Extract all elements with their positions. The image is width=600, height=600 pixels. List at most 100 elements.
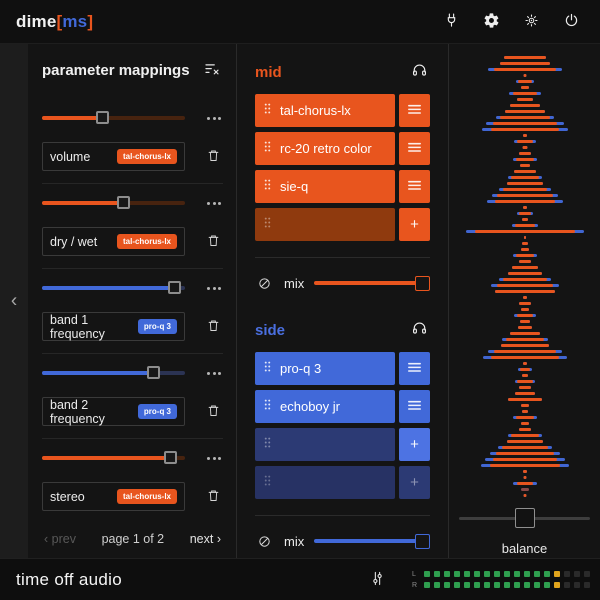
delete-mapping-button[interactable] [204,401,223,423]
mapping-slider[interactable] [42,451,185,465]
meter-segment [494,582,500,588]
meter-segment [514,582,520,588]
plugin-slot-body[interactable] [255,208,395,241]
slider-thumb[interactable] [167,281,181,294]
analyzer-bar-row [449,422,600,425]
analyzer-bar-row [449,68,600,71]
plugin-badge: pro-q 3 [137,404,177,419]
mapping-options-button[interactable] [205,283,223,294]
plugin-menu-button[interactable] [399,170,430,203]
mid-mix-label: mix [284,275,305,291]
slider-thumb[interactable] [96,111,110,124]
mapping-slider[interactable] [42,281,185,295]
routing-button[interactable] [367,568,388,592]
plugin-menu-button[interactable] [399,352,430,385]
analyzer-bar-row [449,386,600,389]
drag-handle-dots-icon[interactable] [264,398,271,416]
bypass-icon[interactable] [255,532,274,551]
empty-plugin-slot: + [255,466,430,499]
brand-logo: dime[ms] [16,12,93,32]
side-section-header: side [255,318,430,342]
delete-mapping-button[interactable] [204,146,223,168]
brightness-icon [523,12,540,32]
mapping-options-button[interactable] [205,453,223,464]
trash-icon [206,148,221,166]
analyzer-bar-row [449,284,600,287]
plugin-slot-body[interactable]: echoboy jr [255,390,395,423]
mapping-options-button[interactable] [205,113,223,124]
plugin-menu-button[interactable] [399,94,430,127]
headphones-icon [411,320,428,340]
empty-plugin-slot: + [255,428,430,461]
drag-handle-dots-icon[interactable] [264,216,271,234]
drag-handle-lines-icon [408,361,421,376]
plugin-slot-label: pro-q 3 [280,361,322,376]
side-mix-slider[interactable] [314,533,430,549]
slider-thumb[interactable] [146,366,160,379]
plugin-menu-button[interactable] [399,132,430,165]
plug-button[interactable] [439,9,464,34]
analyzer-bar-row [449,428,600,431]
analyzer-bar-row [449,140,600,143]
analyzer-bar-row [449,188,600,191]
slider-thumb[interactable] [415,275,430,291]
analyzer-bar-row [449,266,600,269]
delete-mapping-button[interactable] [204,486,223,508]
drag-handle-dots-icon[interactable] [264,474,271,492]
clear-mappings-button[interactable] [201,58,223,83]
analyzer-bar-row [449,92,600,95]
plugin-slot: tal-chorus-lx [255,94,430,127]
drag-handle-dots-icon[interactable] [264,360,271,378]
add-plugin-button[interactable]: + [399,428,430,461]
analyzer-bar-row [449,374,600,377]
mid-mix-slider[interactable] [314,275,430,291]
mapping-slider[interactable] [42,366,185,380]
brightness-button[interactable] [519,9,544,34]
collapse-panel-button[interactable]: ‹ [7,288,21,315]
plugin-menu-button[interactable] [399,390,430,423]
plugin-slot-body[interactable]: tal-chorus-lx [255,94,395,127]
mid-solo-button[interactable] [409,60,430,84]
delete-mapping-button[interactable] [204,316,223,338]
settings-button[interactable] [479,9,504,34]
bypass-icon[interactable] [255,274,274,293]
parameter-row: stereo tal-chorus-lx [42,439,223,523]
slider-thumb[interactable] [163,451,177,464]
slider-thumb[interactable] [116,196,130,209]
mapping-slider[interactable] [42,111,185,125]
power-button[interactable] [559,9,584,34]
add-plugin-button[interactable]: + [399,466,430,499]
plugin-slot-body[interactable]: sie-q [255,170,395,203]
side-solo-button[interactable] [409,318,430,342]
analyzer-bar-row [449,158,600,161]
mapping-options-button[interactable] [205,368,223,379]
slider-thumb[interactable] [415,533,430,549]
plugin-slot-body[interactable] [255,428,395,461]
meter-segment [504,571,510,577]
analyzer-bar-row [449,254,600,257]
next-page-button[interactable]: next › [190,532,221,546]
add-plugin-button[interactable]: + [399,208,430,241]
delete-mapping-button[interactable] [204,231,223,253]
collapse-strip: ‹ [0,44,28,558]
plugin-slot-body[interactable] [255,466,395,499]
balance-thumb[interactable] [514,508,535,528]
drag-handle-dots-icon[interactable] [264,436,271,454]
plugin-badge: tal-chorus-lx [116,489,177,504]
drag-handle-dots-icon[interactable] [264,102,271,120]
prev-page-button[interactable]: ‹ prev [44,532,76,546]
analyzer-bar-row [449,200,600,203]
analyzer-panel: balance [449,44,600,558]
plugin-slot-body[interactable]: pro-q 3 [255,352,395,385]
brand-bracket: [ [56,11,63,31]
mapping-options-button[interactable] [205,198,223,209]
drag-handle-dots-icon[interactable] [264,178,271,196]
divider [255,257,430,258]
drag-handle-dots-icon[interactable] [264,140,271,158]
balance-slider[interactable] [459,508,590,529]
meter-segment [574,582,580,588]
mapping-slider[interactable] [42,196,185,210]
plugin-slot-body[interactable]: rc-20 retro color [255,132,395,165]
plugin-badge: tal-chorus-lx [116,149,177,164]
